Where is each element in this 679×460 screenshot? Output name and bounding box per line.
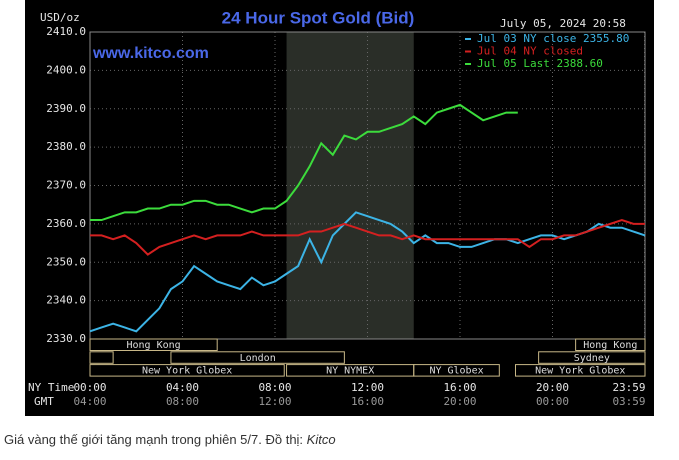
unit-label: USD/oz [40, 11, 80, 24]
session-label: NY NYMEX [326, 366, 374, 377]
gmt-tick-label: 16:00 [351, 395, 384, 408]
legend-entry: Jul 05 Last 2388.60 [477, 57, 603, 70]
chart: 24 Hour Spot Gold (Bid) USD/oz July 05, … [25, 0, 654, 416]
session-box [170, 351, 345, 364]
y-tick-label: 2400.0 [46, 63, 86, 76]
gmt-tick-label: 12:00 [258, 395, 291, 408]
y-tick-label: 2390.0 [46, 102, 86, 115]
session-label: Hong Kong [583, 340, 637, 351]
session-label: Sydney [574, 353, 610, 364]
legend-entry: Jul 03 NY close 2355.80 [477, 32, 629, 45]
series-line [90, 218, 645, 256]
y-tick-label: 2350.0 [46, 255, 86, 268]
y-tick-label: 2340.0 [46, 294, 86, 307]
session-label: New York Globex [535, 366, 625, 377]
caption-source: Kitco [306, 432, 336, 447]
session-box [89, 351, 114, 364]
x-tick-label: 00:00 [73, 381, 106, 394]
session-box [89, 338, 218, 351]
caption-text: Giá vàng thế giới tăng mạnh trong phiên … [4, 432, 307, 447]
y-tick-label: 2330.0 [46, 332, 86, 345]
x-axis-label: GMT [34, 395, 54, 408]
gmt-tick-label: 03:59 [612, 395, 645, 408]
x-tick-label: 20:00 [536, 381, 569, 394]
session-box [515, 364, 646, 377]
watermark: www.kitco.com [92, 45, 209, 62]
x-tick-label: 12:00 [351, 381, 384, 394]
session-box [538, 351, 646, 364]
series-line [89, 211, 646, 333]
y-tick-label: 2380.0 [46, 140, 86, 153]
gmt-tick-label: 08:00 [166, 395, 199, 408]
y-tick-label: 2360.0 [46, 217, 86, 230]
session-label: New York Globex [142, 366, 232, 377]
y-tick-label: 2370.0 [46, 179, 86, 192]
plot-frame [89, 31, 646, 340]
x-tick-label: 16:00 [443, 381, 476, 394]
x-tick-label: 04:00 [166, 381, 199, 394]
gmt-tick-label: 04:00 [73, 395, 106, 408]
x-tick-label: 23:59 [612, 381, 645, 394]
session-label: NY Globex [429, 366, 483, 377]
legend-entry: Jul 04 NY closed [477, 45, 583, 58]
session-label: Hong Kong [127, 340, 181, 351]
session-box [575, 338, 646, 351]
session-label: London [240, 353, 276, 364]
gmt-tick-label: 20:00 [443, 395, 476, 408]
gmt-tick-label: 00:00 [536, 395, 569, 408]
y-tick-label: 2410.0 [46, 25, 86, 38]
x-axis-label: NY Time [28, 381, 74, 394]
session-box [89, 364, 285, 377]
caption: Giá vàng thế giới tăng mạnh trong phiên … [4, 432, 336, 447]
chart-title: 24 Hour Spot Gold (Bid) [222, 8, 415, 27]
series-line [90, 103, 518, 222]
x-tick-label: 08:00 [258, 381, 291, 394]
session-box [413, 364, 500, 377]
timestamp: July 05, 2024 20:58 [500, 17, 626, 30]
